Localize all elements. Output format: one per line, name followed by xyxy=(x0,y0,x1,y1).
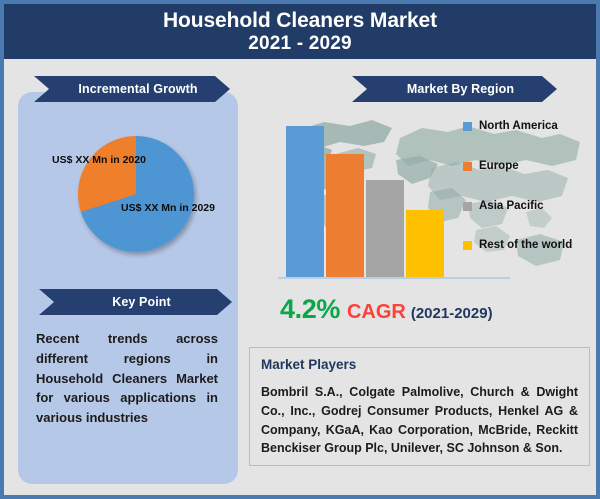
legend-swatch-rest-of-the-world xyxy=(463,240,472,250)
page-subtitle: 2021 - 2029 xyxy=(248,32,352,54)
page-title: Household Cleaners Market xyxy=(162,9,438,33)
legend-item-rest-of-the-world: Rest of the world xyxy=(463,239,572,251)
ribbon-key-point: Key Point xyxy=(39,289,232,315)
legend-label-north-america: North America xyxy=(479,120,558,132)
header-bar: Household Cleaners Market 2021 - 2029 xyxy=(4,4,596,59)
legend-swatch-europe xyxy=(463,161,472,171)
bar-rest-of-the-world xyxy=(406,210,444,277)
cagr-value: 4.2% xyxy=(280,294,340,324)
legend-label-rest-of-the-world: Rest of the world xyxy=(479,239,573,251)
ribbon-incremental-growth-label: Incremental Growth xyxy=(78,82,198,96)
pie-slices xyxy=(78,136,194,252)
ribbon-market-by-region-label: Market By Region xyxy=(406,82,515,96)
pie-label-2029: US$ XX Mn in 2029 xyxy=(121,202,215,214)
bar-north-america xyxy=(286,126,324,277)
market-players-list: Bombril S.A., Colgate Palmolive, Church … xyxy=(261,385,578,456)
incremental-growth-pie-chart xyxy=(78,136,194,252)
legend-label-europe: Europe xyxy=(479,160,519,172)
legend-item-europe: Europe xyxy=(463,160,519,172)
cagr-label: CAGR xyxy=(346,301,406,323)
legend-swatch-asia-pacific xyxy=(463,201,472,211)
cagr-period: (2021-2029) xyxy=(410,305,493,322)
chart-baseline-axis xyxy=(278,277,510,279)
ribbon-key-point-label: Key Point xyxy=(112,295,171,309)
cagr-annotation: 4.2% CAGR (2021-2029) xyxy=(280,294,493,325)
pie-label-2020: US$ XX Mn in 2020 xyxy=(52,154,146,166)
ribbon-market-by-region: Market By Region xyxy=(352,76,557,102)
legend-label-asia-pacific: Asia Pacific xyxy=(479,200,544,212)
ribbon-incremental-growth: Incremental Growth xyxy=(34,76,230,102)
bar-europe xyxy=(326,154,364,277)
legend-swatch-north-america xyxy=(463,121,472,131)
market-players-title: Market Players xyxy=(261,357,357,372)
market-players-box: Market Players Bombril S.A., Colgate Pal… xyxy=(249,347,590,466)
key-point-text: Recent trends across different regions i… xyxy=(36,331,218,425)
legend-item-north-america: North America xyxy=(463,120,558,132)
bar-asia-pacific xyxy=(366,180,404,277)
legend-item-asia-pacific: Asia Pacific xyxy=(463,200,544,212)
market-by-region-chart: North America Europe Asia Pacific Rest o… xyxy=(270,108,592,283)
